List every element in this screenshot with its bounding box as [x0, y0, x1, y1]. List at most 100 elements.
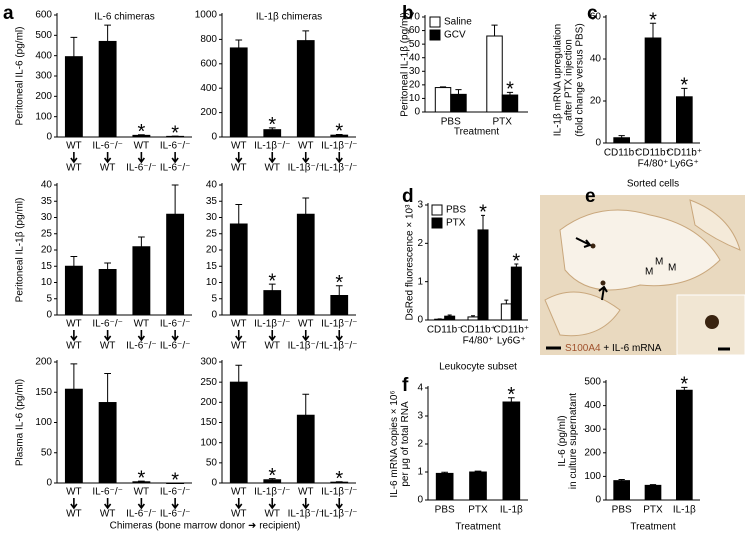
- y-tick-label: 600: [200, 58, 217, 69]
- legend-swatch: [431, 204, 443, 216]
- error-bar: [618, 135, 625, 138]
- bar: [676, 96, 693, 144]
- category-arrow: [70, 330, 78, 342]
- x-tick-label: IL-6⁻/⁻: [160, 487, 191, 498]
- bar: [450, 93, 467, 113]
- y-axis-label: in culture supernatant: [568, 393, 579, 489]
- category-arrow: [235, 498, 243, 510]
- x-tick-label: WT: [66, 319, 82, 330]
- x-tick-label: WT: [298, 487, 314, 498]
- y-tick-label: 800: [200, 34, 217, 45]
- y-axis-label: per μg of total RNA: [400, 401, 411, 487]
- arrow: [575, 237, 592, 248]
- bar: [644, 37, 662, 144]
- y-tick-label: 1: [417, 467, 423, 478]
- bar: [64, 388, 83, 484]
- bar: [296, 414, 315, 484]
- significance-star: *: [335, 121, 343, 143]
- y-tick-label: 0: [211, 478, 217, 489]
- y-tick-label: 0: [46, 132, 52, 143]
- y-tick-label: 4: [417, 383, 423, 394]
- x-tick-label: WT: [66, 509, 82, 520]
- chart-title: IL-1β chimeras: [256, 12, 322, 23]
- x-tick-label: IL-6⁻/⁻: [126, 341, 157, 352]
- error-bar: [439, 86, 447, 88]
- y-tick-label: 2: [417, 439, 423, 450]
- bar: [435, 472, 454, 501]
- error-bar: [447, 314, 452, 317]
- error-bar: [138, 134, 145, 136]
- category-arrow: [302, 330, 310, 342]
- y-tick-label: 0: [46, 478, 52, 489]
- y-tick-label: 0: [414, 107, 420, 118]
- error-bar: [138, 236, 145, 247]
- bar: [613, 480, 630, 501]
- y-tick-label: 10: [41, 277, 53, 288]
- x-tick-label: WT: [66, 487, 82, 498]
- error-bar: [235, 364, 243, 383]
- category-arrow: [137, 330, 146, 342]
- x-tick-label: WT: [298, 141, 314, 152]
- tissue-region: [689, 199, 741, 251]
- bar: [166, 213, 185, 316]
- legend-stain: S100A4: [565, 343, 601, 354]
- y-tick-label: 0: [417, 495, 423, 506]
- image-label: M: [655, 257, 663, 268]
- y-tick-label: 30: [409, 66, 421, 77]
- x-tick-label: WT: [231, 141, 247, 152]
- arrow: [598, 285, 608, 301]
- y-tick-label: 40: [590, 54, 602, 65]
- panel-letter: b: [402, 3, 414, 24]
- bar: [229, 381, 248, 484]
- category-arrow: [268, 330, 276, 342]
- bar: [644, 484, 662, 501]
- error-bar: [491, 24, 498, 36]
- panel-letter: f: [402, 375, 409, 396]
- significance-star: *: [512, 250, 520, 272]
- category-arrow: [171, 152, 179, 164]
- error-bar: [504, 299, 509, 304]
- y-tick-label: 250: [200, 377, 217, 388]
- significance-star: *: [137, 467, 145, 489]
- y-tick-label: 15: [206, 261, 218, 272]
- error-bar: [104, 24, 111, 42]
- x-tick-label: F4/80⁺: [638, 159, 669, 170]
- x-tick-label: PBS: [612, 505, 632, 516]
- error-bar: [481, 214, 485, 230]
- error-bar: [514, 263, 519, 268]
- x-tick-label: IL-1β⁻/⁻: [254, 141, 290, 152]
- chart-title: IL-6 chimeras: [94, 12, 155, 23]
- category-arrow: [335, 330, 343, 342]
- significance-star: *: [680, 75, 688, 97]
- bar: [510, 266, 522, 321]
- x-tick-label: WT: [231, 319, 247, 330]
- x-tick-label: PTX: [468, 505, 488, 516]
- error-bar: [302, 393, 310, 416]
- bar: [444, 315, 456, 321]
- y-tick-label: 5: [46, 293, 52, 304]
- micrograph: M M M S100A4 + IL-6 mRNA: [540, 195, 745, 356]
- x-tick-label: WT: [100, 509, 116, 520]
- y-tick-label: 600: [35, 10, 52, 21]
- error-bar: [471, 315, 475, 317]
- y-tick-label: 200: [584, 447, 601, 458]
- y-tick-label: 400: [35, 50, 52, 61]
- x-axis-label: Treatment: [455, 522, 500, 533]
- x-tick-label: IL-6⁻/⁻: [160, 341, 191, 352]
- image-label: M: [645, 267, 653, 278]
- y-tick-label: 300: [200, 357, 217, 368]
- y-tick-label: 0: [211, 132, 217, 143]
- x-tick-label: WT: [100, 341, 116, 352]
- x-tick-label: CD11b⁻: [427, 325, 463, 336]
- y-tick-label: 200: [200, 397, 217, 408]
- x-axis-label: Leukocyte subset: [439, 362, 517, 373]
- bar: [296, 40, 315, 138]
- bar: [486, 35, 503, 113]
- category-arrow: [235, 330, 243, 342]
- x-tick-label: IL-6⁻/⁻: [92, 319, 123, 330]
- y-axis-label: Peritoneal IL-6 (pg/ml): [15, 27, 26, 126]
- x-tick-label: IL-6⁻/⁻: [160, 509, 191, 520]
- x-tick-label: PBS: [435, 505, 455, 516]
- y-axis-label: IL-1β mRNA upregulation: [553, 24, 564, 136]
- bar: [296, 213, 315, 316]
